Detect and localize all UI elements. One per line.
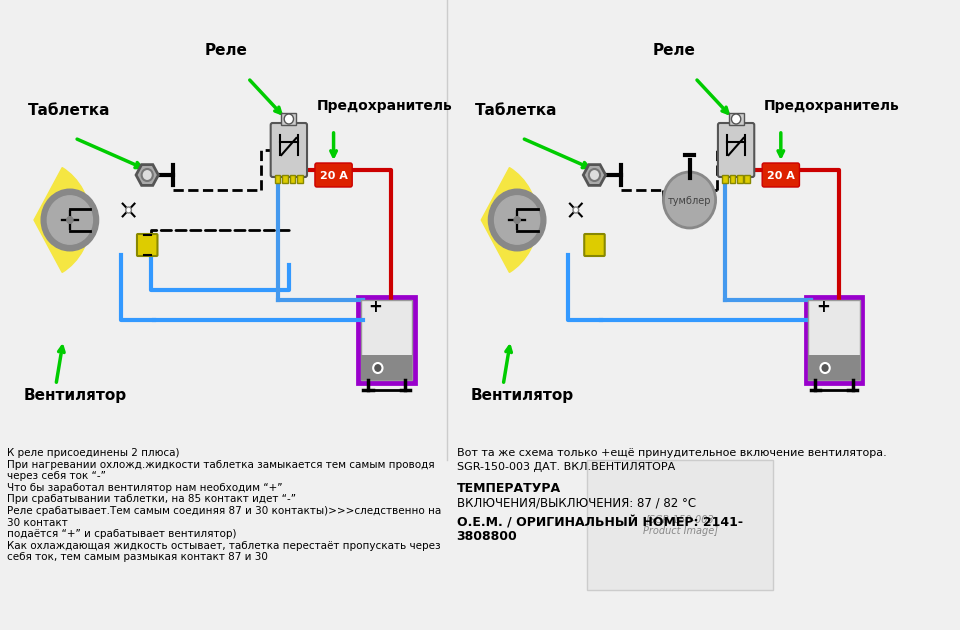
FancyBboxPatch shape [315,163,352,187]
FancyBboxPatch shape [762,163,800,187]
Bar [290,175,296,183]
Text: Реле: Реле [205,43,248,58]
Text: +: + [369,298,382,316]
Text: Предохранитель: Предохранитель [764,99,900,113]
Text: Предохранитель: Предохранитель [317,99,452,113]
Text: ТЕМПЕРАТУРА: ТЕМПЕРАТУРА [457,482,561,495]
Bar [281,113,297,125]
Text: О.Е.М. / ОРИГИНАЛЬНЫЙ НОМЕР: 2141-: О.Е.М. / ОРИГИНАЛЬНЫЙ НОМЕР: 2141- [457,516,743,529]
Text: Вот та же схема только +ещё принудительное включение вентилятора.: Вот та же схема только +ещё принудительн… [457,448,886,458]
FancyBboxPatch shape [137,234,157,256]
Text: тумблер: тумблер [668,196,711,206]
Bar [729,113,744,125]
Bar [587,460,774,590]
Bar [357,296,416,384]
Bar [745,175,750,183]
Bar [808,355,859,380]
FancyBboxPatch shape [585,234,605,256]
Circle shape [514,217,520,223]
Circle shape [142,169,153,181]
Circle shape [47,196,92,244]
Circle shape [573,207,579,213]
Text: 3808800: 3808800 [457,530,517,543]
Text: Вентилятор: Вентилятор [23,388,127,403]
Bar [275,175,280,183]
Text: 20 А: 20 А [320,171,348,181]
Text: К реле присоединены 2 плюса)
При нагревании охложд.жидкости таблетка замыкается : К реле присоединены 2 плюса) При нагрева… [8,448,442,563]
Circle shape [588,169,600,181]
Bar [722,175,728,183]
Circle shape [284,114,294,124]
Text: +: + [816,298,829,316]
Text: [SGR-150-003
Product Image]: [SGR-150-003 Product Image] [642,514,718,536]
Text: Вентилятор: Вентилятор [470,388,574,403]
Text: SGR-150-003 ДАТ. ВКЛ.ВЕНТИЛЯТОРА: SGR-150-003 ДАТ. ВКЛ.ВЕНТИЛЯТОРА [457,462,675,472]
Bar [298,175,302,183]
Bar [737,175,743,183]
FancyBboxPatch shape [718,123,755,177]
Bar [361,355,412,380]
Circle shape [489,189,546,251]
Text: Реле: Реле [652,43,695,58]
Bar [730,175,735,183]
Polygon shape [136,164,158,185]
Wedge shape [481,168,538,272]
Wedge shape [34,168,90,272]
Text: Таблетка: Таблетка [475,103,558,118]
Text: ВКЛЮЧЕНИЯ/ВЫКЛЮЧЕНИЯ: 87 / 82 °C: ВКЛЮЧЕНИЯ/ВЫКЛЮЧЕНИЯ: 87 / 82 °C [457,496,696,509]
Circle shape [67,217,73,223]
Polygon shape [584,164,606,185]
Circle shape [494,196,540,244]
Circle shape [373,363,382,373]
Bar [804,296,863,384]
Circle shape [41,189,99,251]
Circle shape [732,114,741,124]
Text: 20 А: 20 А [767,171,795,181]
Circle shape [126,207,132,213]
Circle shape [663,172,715,228]
Bar [361,300,412,380]
FancyBboxPatch shape [271,123,307,177]
Bar [282,175,288,183]
Circle shape [821,363,829,373]
Bar [808,300,859,380]
Text: Таблетка: Таблетка [28,103,110,118]
